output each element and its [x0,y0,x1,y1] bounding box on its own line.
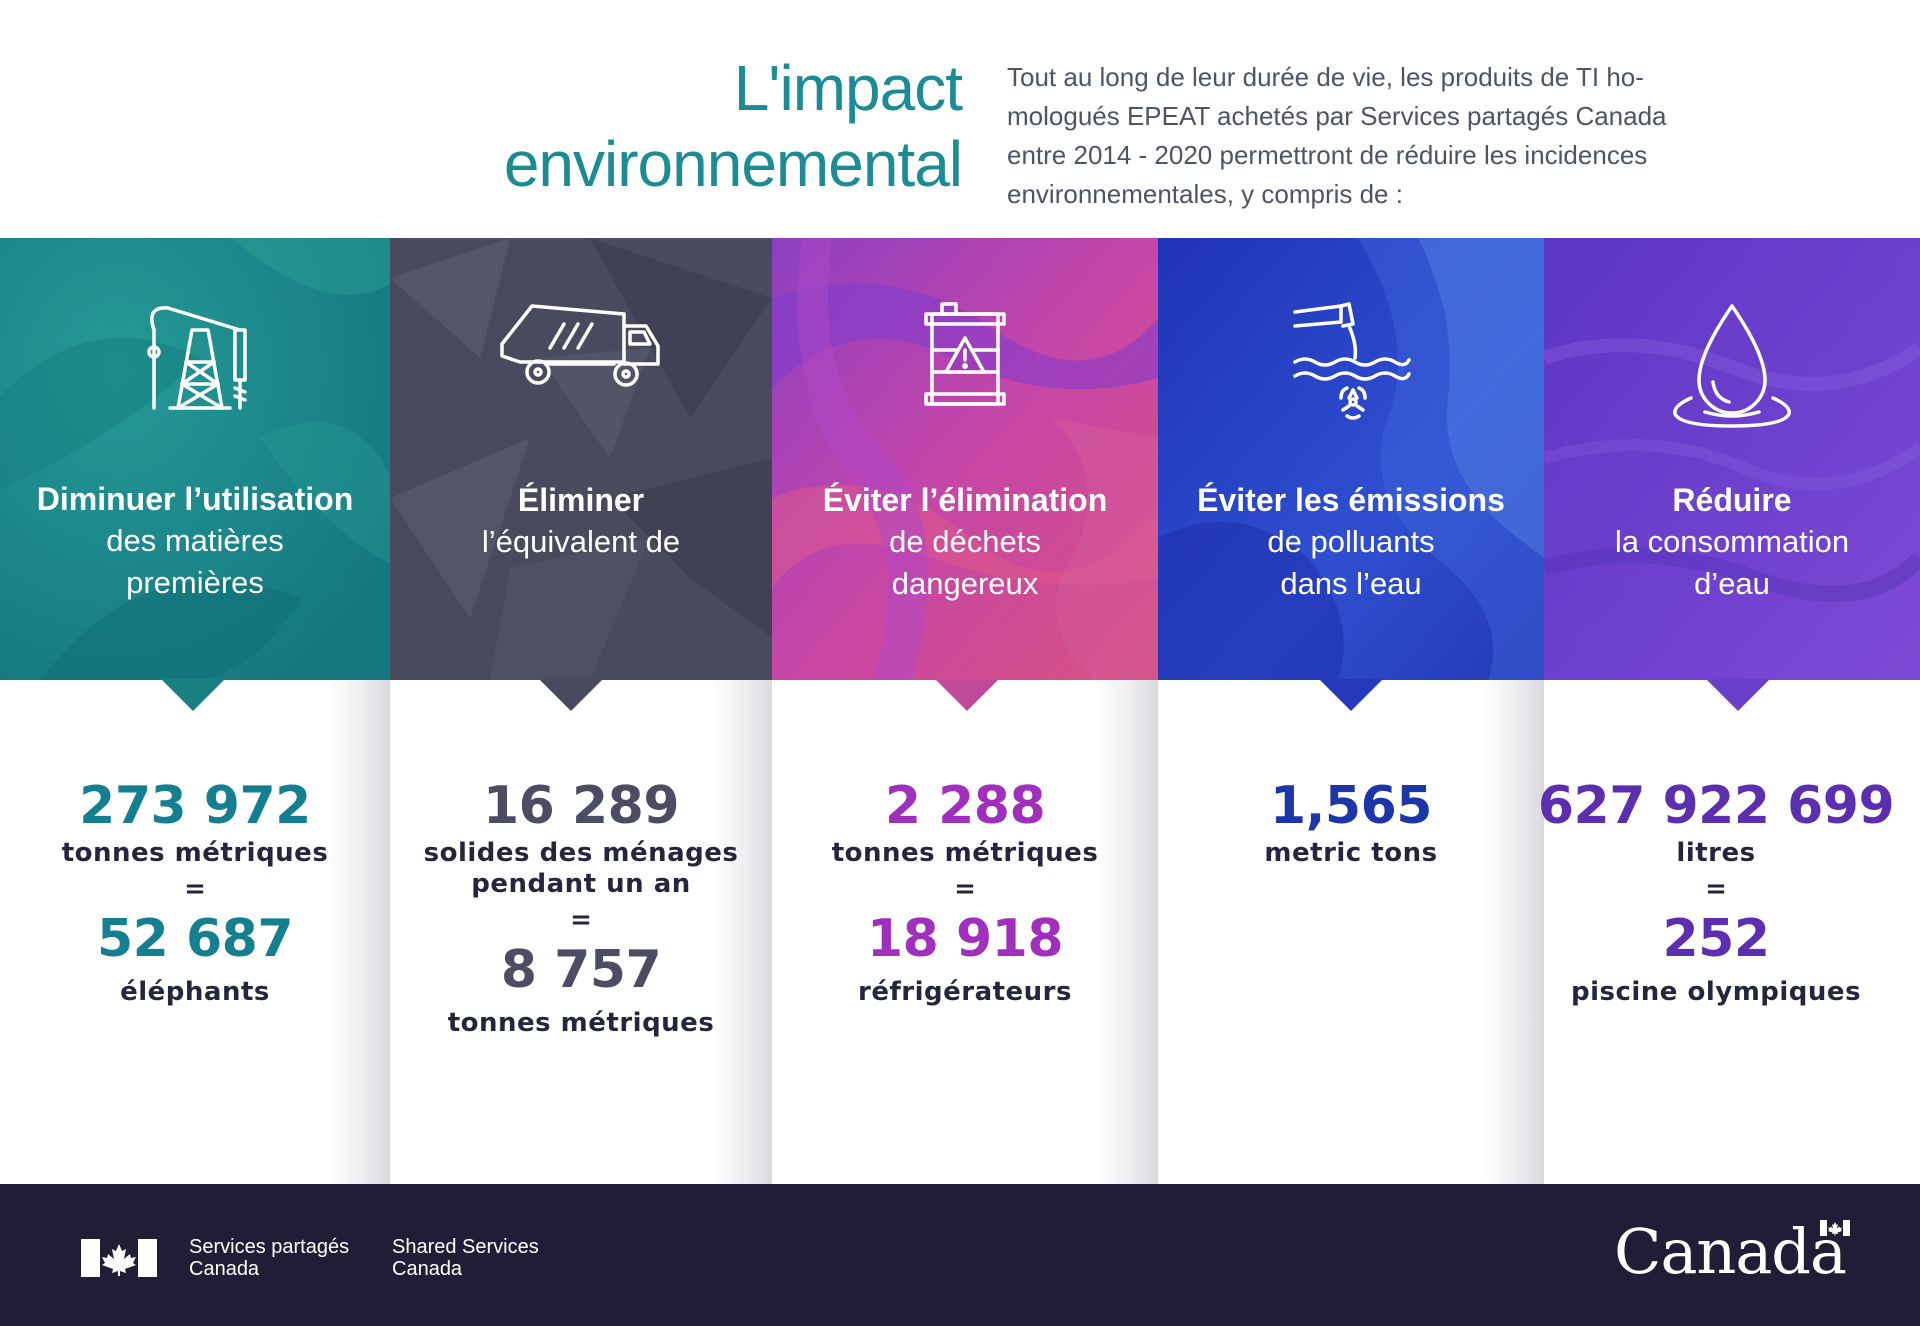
column-heading: Réduire la consommation d’eau [1544,479,1920,605]
stat-value-secondary: 18 918 [866,909,1064,969]
pointer-notch [1319,679,1383,711]
heading-bold: Réduire [1672,482,1792,518]
water-drop-icon [1669,302,1795,434]
stat-value-secondary: 52 687 [96,909,294,969]
stats-block: 627 922 699 litres = 252 piscine olympiq… [1528,776,1904,1008]
heading-line-2: de polluants [1267,524,1435,559]
footer: Services partagés Canada Shared Services… [0,1184,1920,1326]
title-line-1: L'impact [733,52,963,124]
heading-line-2: des matières [106,523,284,558]
column-stats-panel: 2 288 tonnes métriques = 18 918 réfrigér… [772,680,1158,1184]
stat-value-secondary: 8 757 [500,940,662,1000]
stat-label-primary-line-2: pendant un an [471,869,691,899]
stats-block: 273 972 tonnes métriques = 52 687 élépha… [0,776,390,1008]
pointer-notch [1706,679,1770,711]
heading-line-2: la consommation [1614,524,1850,559]
heading-line-2: de déchets [889,524,1041,559]
equals-sign: = [184,874,206,904]
heading-line-3: premières [126,565,264,600]
column-heading: Éliminer l’équivalent de [390,479,772,563]
heading-bold: Éliminer [517,482,645,518]
column-heading: Éviter les émissions de polluants dans l… [1158,479,1544,605]
column-solid-waste: Éliminer l’équivalent de 16 289 solides … [390,238,772,1184]
stat-label-secondary: éléphants [120,977,270,1007]
intro-line-3: entre 2014 - 2020 permettront de réduire… [1007,140,1648,170]
stat-value-primary: 627 922 699 [1537,776,1895,836]
column-header-panel: Éviter les émissions de polluants dans l… [1158,238,1544,680]
column-water-pollutants: Éviter les émissions de polluants dans l… [1158,238,1544,1184]
stat-value-primary: 16 289 [482,776,680,836]
stat-value-primary: 1,565 [1270,776,1432,836]
stat-label-primary: tonnes métriques [831,838,1099,868]
signature-french: Services partagés Canada [189,1236,349,1280]
heading-line-3: dangereux [891,566,1039,601]
canada-wordmark: Canada [1614,1215,1847,1288]
hazard-barrel-icon [922,298,1008,410]
oil-pump-icon [140,300,250,420]
garbage-truck-icon [498,300,664,390]
stat-label-primary: tonnes métriques [61,838,329,868]
intro-line-1: Tout au long de leur durée de vie, les p… [1007,62,1644,92]
stat-label-secondary: réfrigérateurs [858,977,1072,1007]
intro-line-2: mologués EPEAT achetés par Services part… [1007,101,1667,131]
column-stats-panel: 1,565 metric tons [1158,680,1544,1184]
column-heading: Éviter l’élimination de déchets dangereu… [772,479,1158,605]
signature-english-line-1: Shared Services [392,1236,539,1258]
leaf-texture [0,238,390,680]
stats-block: 1,565 metric tons [1158,776,1544,869]
stat-value-primary: 2 288 [884,776,1046,836]
stats-block: 2 288 tonnes métriques = 18 918 réfrigér… [772,776,1158,1008]
signature-english-line-2: Canada [392,1258,463,1280]
stat-label-primary: litres [1676,838,1756,868]
stat-value-primary: 273 972 [79,776,311,836]
stats-block: 16 289 solides des ménages pendant un an… [390,776,772,1039]
column-header-panel: Réduire la consommation d’eau [1544,238,1920,680]
signature-french-line-1: Services partagés [189,1236,350,1258]
equals-sign: = [570,905,592,935]
column-stats-panel: 16 289 solides des ménages pendant un an… [390,680,772,1184]
polluted-water-pipe-icon [1291,298,1411,424]
pointer-notch [935,679,999,711]
heading-line-2: l’équivalent de [481,524,681,559]
page-title: L'impact environnemental [503,50,963,202]
stat-label-secondary: piscine olympiques [1570,977,1862,1007]
column-heading: Diminuer l’utilisation des matières prem… [0,478,390,604]
marbled-texture [772,238,1158,680]
stat-label-primary: metric tons [1264,838,1438,868]
wordmark-flag-icon [1820,1220,1850,1236]
column-stats-panel: 273 972 tonnes métriques = 52 687 élépha… [0,680,390,1184]
equals-sign: = [1705,874,1727,904]
impact-columns: Diminuer l’utilisation des matières prem… [0,238,1920,1184]
column-water-consumption: Réduire la consommation d’eau 627 922 69… [1538,238,1920,1184]
column-header-panel: Éliminer l’équivalent de [390,238,772,680]
heading-line-3: d’eau [1694,566,1770,601]
heading-bold: Diminuer l’utilisation [36,481,354,517]
heading-bold: Éviter l’élimination [822,482,1108,518]
stat-label-secondary: tonnes métriques [447,1008,715,1038]
stat-label-primary-line-1: solides des ménages [423,838,739,868]
heading-bold: Éviter les émissions [1197,482,1505,518]
column-stats-panel: 627 922 699 litres = 252 piscine olympiq… [1538,680,1920,1184]
canada-flag-icon [81,1239,157,1277]
pointer-notch [161,679,225,711]
column-raw-materials: Diminuer l’utilisation des matières prem… [0,238,390,1184]
header: L'impact environnemental Tout au long de… [0,0,1920,238]
column-header-panel: Diminuer l’utilisation des matières prem… [0,238,390,680]
pointer-notch [539,679,603,711]
column-hazardous-waste: Éviter l’élimination de déchets dangereu… [772,238,1158,1184]
ripple-texture [1544,238,1920,680]
equals-sign: = [954,874,976,904]
plastic-texture [390,238,772,680]
intro-line-4: environnementales, y compris de : [1007,179,1403,209]
signature-french-line-2: Canada [189,1258,260,1280]
signature-english: Shared Services Canada [392,1236,539,1280]
column-header-panel: Éviter l’élimination de déchets dangereu… [772,238,1158,680]
heading-line-3: dans l’eau [1280,566,1422,601]
stat-value-secondary: 252 [1662,909,1770,969]
title-line-2: environnemental [503,128,963,200]
intro-text: Tout au long de leur durée de vie, les p… [1007,58,1727,214]
